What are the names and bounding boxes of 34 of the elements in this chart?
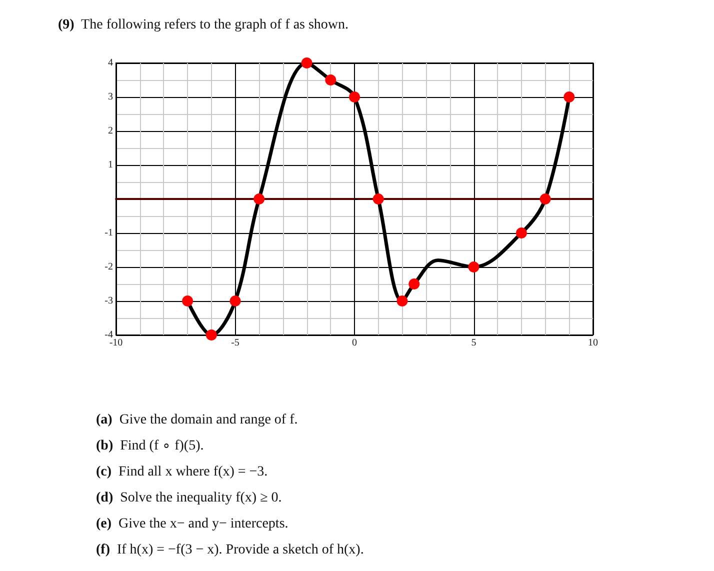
y-tick-label: 1 <box>108 160 113 170</box>
text: (e) Give the x− and y− intercepts. <box>96 516 288 532</box>
point <box>301 58 312 68</box>
point <box>254 194 265 204</box>
x-tick-label: 0 <box>352 338 357 348</box>
point <box>468 262 480 272</box>
x-tick-label: 5 <box>471 338 476 348</box>
chart-title: (9) The following refers to the graph of f as shown. <box>58 18 349 32</box>
y-tick-label: 3 <box>108 92 113 102</box>
y-tick-label: -4 <box>104 330 113 340</box>
point <box>540 194 551 204</box>
point <box>396 296 408 306</box>
point <box>516 228 527 238</box>
point <box>349 92 360 102</box>
text: (d) Solve the inequality f(x) ≥ 0. <box>96 490 282 506</box>
point <box>182 296 194 306</box>
y-tick-label: -3 <box>104 296 113 306</box>
y-tick-label: -1 <box>104 228 113 238</box>
x-tick-label: 10 <box>588 338 598 348</box>
text: (a) Give the domain and range of f. <box>96 412 298 428</box>
point <box>408 278 420 290</box>
text: (c) Find all x where f(x) = −3. <box>96 464 268 480</box>
point <box>230 296 241 306</box>
point <box>325 74 336 86</box>
point <box>206 330 217 340</box>
point <box>372 194 384 204</box>
point <box>564 92 575 102</box>
text: (f) If h(x) = −f(3 − x). Provide a sketch of h(x). <box>96 542 364 558</box>
y-tick-label: 2 <box>108 126 113 136</box>
x-tick-label: -5 <box>231 338 240 348</box>
y-tick-label: 4 <box>108 58 113 68</box>
x-tick-label: -10 <box>109 338 123 348</box>
text: (b) Find (f ∘ f)(5). <box>96 438 204 454</box>
y-tick-label: -2 <box>104 262 113 272</box>
